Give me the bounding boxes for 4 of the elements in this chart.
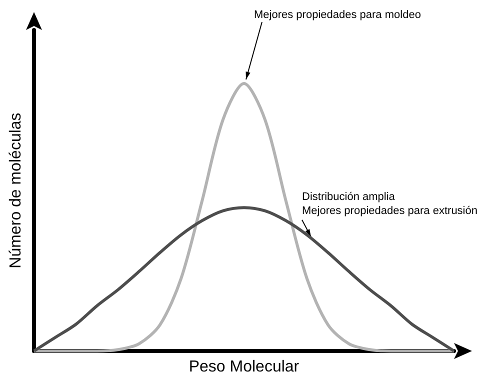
annotation: Distribución amplia Mejores propiedades para extrusión xyxy=(302,190,478,217)
y-axis-title: Número de moléculas xyxy=(8,112,24,268)
text: Mejores propiedades para moldeo xyxy=(254,9,421,21)
x-axis-title: Peso Molecular xyxy=(188,358,300,376)
